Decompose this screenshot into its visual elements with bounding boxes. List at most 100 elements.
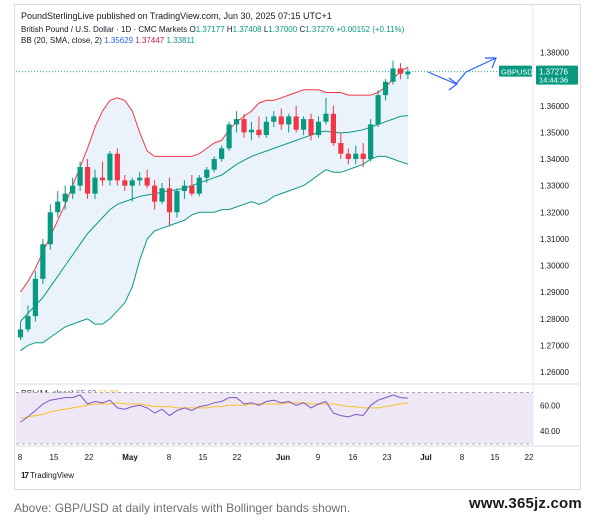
candle-body xyxy=(323,113,329,122)
candle-body xyxy=(226,124,232,149)
price-tick-label: 1.26000 xyxy=(540,368,569,377)
candle-body xyxy=(248,129,255,133)
forecast-arrow xyxy=(427,57,497,85)
candle-body xyxy=(122,180,128,186)
symbol-text: British Pound / U.S. Dollar · 1D · CMC M… xyxy=(21,25,188,34)
ohlc-close-label: C xyxy=(299,25,306,34)
candle-body xyxy=(47,212,53,245)
bb-lower-line xyxy=(20,155,409,352)
candle-body xyxy=(55,201,61,213)
candle-body xyxy=(152,185,158,202)
time-tick-label: 22 xyxy=(525,453,534,462)
candle-body xyxy=(353,153,359,160)
candle-body xyxy=(84,167,91,194)
candle-body xyxy=(301,119,307,130)
time-tick-label: 22 xyxy=(233,453,242,462)
candle-body xyxy=(92,177,98,194)
candle-body xyxy=(390,68,396,82)
candle-body xyxy=(211,159,217,170)
candle-body xyxy=(233,119,240,125)
candle-body xyxy=(360,153,366,160)
symbol-tag xyxy=(499,65,532,77)
price-tag-value: 1.37276 xyxy=(539,68,568,77)
candle-body xyxy=(25,316,31,330)
candle-body xyxy=(17,329,24,338)
candle-body xyxy=(368,124,374,160)
bb-lower-value: 1.33811 xyxy=(166,36,195,45)
figure-caption: Above: GBP/USD at daily intervals with B… xyxy=(14,501,351,515)
price-tick-label: 1.34000 xyxy=(540,155,569,164)
price-tick-label: 1.36000 xyxy=(540,102,569,111)
tv-logo-text: TradingView xyxy=(29,471,75,480)
time-tick-label: 22 xyxy=(85,453,94,462)
time-tick-label: 9 xyxy=(316,453,321,462)
bb-upper-value: 1.37447 xyxy=(135,36,165,45)
time-tick-label: 15 xyxy=(199,453,208,462)
time-tick-label: 23 xyxy=(383,453,392,462)
candle-body xyxy=(107,153,113,181)
candle-body xyxy=(345,153,351,160)
time-tick-label: 15 xyxy=(491,453,500,462)
candle-body xyxy=(70,185,76,194)
rsi-line xyxy=(20,394,408,423)
price-tick-label: 1.30000 xyxy=(540,262,569,271)
bb-basis-value: 1.35629 xyxy=(104,36,134,45)
symbol-legend: British Pound / U.S. Dollar · 1D · CMC M… xyxy=(21,25,404,34)
price-tick-label: 1.38000 xyxy=(540,49,569,58)
candle-body xyxy=(40,244,46,279)
price-tick-label: 1.31000 xyxy=(540,235,569,244)
price-tick-label: 1.35000 xyxy=(540,128,569,137)
candle-body xyxy=(338,143,344,154)
time-tick-label: Jun xyxy=(276,453,290,462)
publisher-line: PoundSterlingLive published on TradingVi… xyxy=(21,11,332,21)
candle-body xyxy=(315,121,322,136)
time-tick-label: 16 xyxy=(349,453,358,462)
bb-fill xyxy=(20,67,408,351)
candle-body xyxy=(62,193,68,202)
price-tick-label: 1.27000 xyxy=(540,341,569,350)
tradingview-logo: 17 TradingView xyxy=(21,471,74,480)
candle-body xyxy=(330,113,336,144)
rsi-tick-label: 60.00 xyxy=(540,401,561,410)
ohlc-low-value: 1.37000 xyxy=(268,25,298,34)
time-tick-label: 8 xyxy=(167,453,172,462)
rsi-tick-label: 40.00 xyxy=(540,427,561,436)
candle-body xyxy=(219,148,225,160)
candle-body xyxy=(114,153,120,181)
candle-body xyxy=(308,119,314,136)
forecast-arrow-head-2 xyxy=(485,57,497,69)
candle-body xyxy=(129,180,135,186)
price-tag-countdown: 14:44:36 xyxy=(539,76,568,85)
ohlc-high-value: 1.37408 xyxy=(232,25,262,34)
time-tick-label: 8 xyxy=(18,453,23,462)
candle-body xyxy=(382,81,389,96)
price-tag xyxy=(536,65,578,85)
time-tick-label: May xyxy=(122,453,138,462)
price-tick-label: 1.29000 xyxy=(540,288,569,297)
ohlc-change-value: +0.00152 (+0.11%) xyxy=(336,25,405,34)
candle-body xyxy=(375,95,381,125)
price-tick-label: 1.32000 xyxy=(540,208,569,217)
candle-body xyxy=(286,116,292,125)
bb-label: BB (20, SMA, close, 2) xyxy=(21,36,102,45)
price-tick-label: 1.28000 xyxy=(540,315,569,324)
bb-basis-line xyxy=(20,115,408,322)
ohlc-low-label: L xyxy=(263,25,269,34)
candle-body xyxy=(174,190,180,213)
forecast-arrow-head xyxy=(448,77,458,91)
candle-body xyxy=(137,177,143,181)
candle-body xyxy=(204,169,210,178)
candle-body xyxy=(263,121,269,136)
tv-logo-icon: 17 xyxy=(21,471,29,480)
bb-legend: BB (20, SMA, close, 2) 1.35629 1.37447 1… xyxy=(21,36,195,45)
time-tick-label: 15 xyxy=(50,453,59,462)
candle-body xyxy=(256,129,262,136)
candle-body xyxy=(293,116,299,130)
symbol-tag-text: GBPUSD xyxy=(501,68,533,77)
candle-body xyxy=(271,116,277,122)
ohlc-open-value: 1.37177 xyxy=(195,25,225,34)
site-watermark: www.365jz.com xyxy=(469,495,582,512)
bb-upper-line xyxy=(20,66,409,293)
candle-body xyxy=(196,177,202,194)
